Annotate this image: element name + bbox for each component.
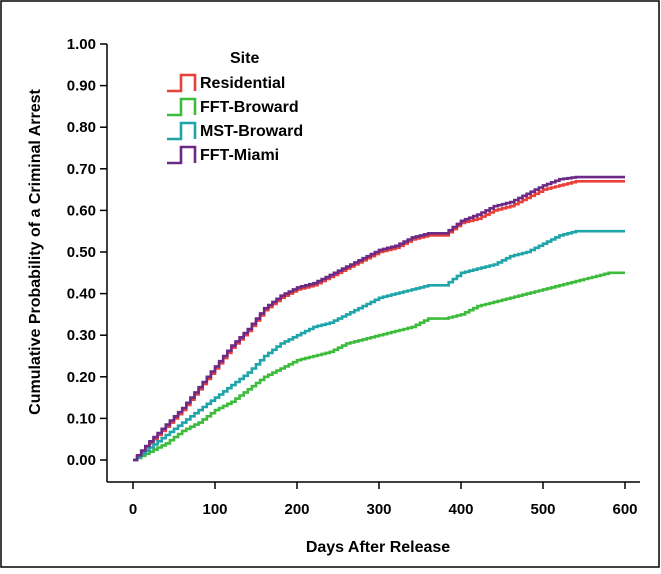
y-tick-label: 0.70	[67, 161, 96, 178]
legend-label: Residential	[200, 75, 285, 92]
x-tick-label: 100	[202, 501, 227, 518]
y-tick-label: 0.80	[67, 119, 96, 136]
x-tick-label: 0	[129, 501, 137, 518]
legend-swatch	[167, 97, 197, 117]
x-ticks: 0 100 200 300 400 500 600	[129, 482, 638, 518]
x-tick-label: 400	[448, 501, 473, 518]
x-tick-label: 500	[530, 501, 555, 518]
x-tick-label: 600	[612, 501, 637, 518]
y-ticks: 0.00 0.10 0.20 0.30 0.40 0.50 0.60 0.70 0.80 0.90…	[67, 36, 107, 469]
series-line-4	[133, 175, 625, 462]
y-tick-label: 0.10	[67, 410, 96, 427]
x-axis-title: Days After Release	[306, 539, 450, 556]
series-layer	[133, 175, 625, 462]
y-tick-label: 0.40	[67, 286, 96, 303]
y-axis-title: Cumulative Probability of a Criminal Arr…	[27, 88, 44, 414]
legend: Site Residential FFT-Broward MST-Broward FF…	[167, 50, 303, 165]
legend-label: FFT-Broward	[200, 99, 299, 116]
series-line-3	[133, 229, 625, 462]
legend-swatch	[167, 121, 197, 141]
legend-swatch	[167, 73, 197, 93]
y-tick-label: 0.50	[67, 244, 96, 261]
legend-label: MST-Broward	[200, 123, 303, 140]
y-tick-label: 0.20	[67, 369, 96, 386]
legend-title: Site	[230, 50, 259, 67]
series-line-2	[133, 271, 625, 462]
legend-label: FFT-Miami	[200, 147, 279, 164]
y-tick-label: 0.90	[67, 78, 96, 95]
y-tick-label: 1.00	[67, 36, 96, 53]
y-tick-label: 0.30	[67, 327, 96, 344]
y-tick-label: 0.60	[67, 202, 96, 219]
x-tick-label: 200	[284, 501, 309, 518]
legend-swatch	[167, 145, 197, 165]
x-tick-label: 300	[366, 501, 391, 518]
y-tick-label: 0.00	[67, 452, 96, 469]
